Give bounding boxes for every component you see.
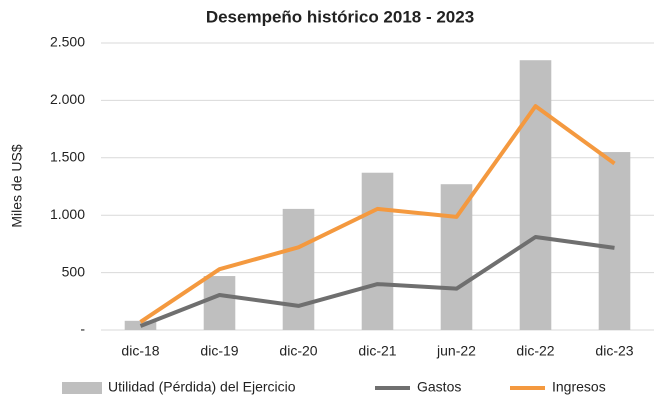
bar bbox=[361, 172, 394, 330]
y-tick-label: - bbox=[80, 321, 85, 337]
bar bbox=[440, 184, 473, 330]
bar bbox=[282, 208, 315, 330]
x-tick-label: dic-20 bbox=[279, 343, 317, 359]
legend-label: Utilidad (Pérdida) del Ejercicio bbox=[108, 379, 296, 395]
x-tick-label: dic-19 bbox=[200, 343, 238, 359]
x-tick-label: dic-23 bbox=[595, 343, 633, 359]
line-series bbox=[139, 104, 616, 324]
x-tick-label: dic-21 bbox=[358, 343, 396, 359]
legend-label: Ingresos bbox=[552, 379, 606, 395]
y-tick-label: 1.000 bbox=[50, 206, 85, 222]
bar bbox=[598, 152, 631, 330]
bar bbox=[203, 276, 236, 330]
bar bbox=[519, 60, 552, 330]
y-tick-label: 2.500 bbox=[50, 34, 85, 50]
legend-label: Gastos bbox=[417, 379, 461, 395]
y-tick-label: 2.000 bbox=[50, 91, 85, 107]
x-tick-label: dic-18 bbox=[121, 343, 159, 359]
y-axis-label: Miles de US$ bbox=[9, 144, 25, 227]
line-series bbox=[139, 235, 615, 328]
legend-swatch bbox=[62, 382, 102, 394]
x-tick-label: dic-22 bbox=[516, 343, 554, 359]
chart-title: Desempeño histórico 2018 - 2023 bbox=[206, 7, 474, 26]
y-tick-label: 500 bbox=[62, 263, 86, 279]
y-tick-label: 1.500 bbox=[50, 149, 85, 165]
x-tick-label: jun-22 bbox=[436, 343, 476, 359]
